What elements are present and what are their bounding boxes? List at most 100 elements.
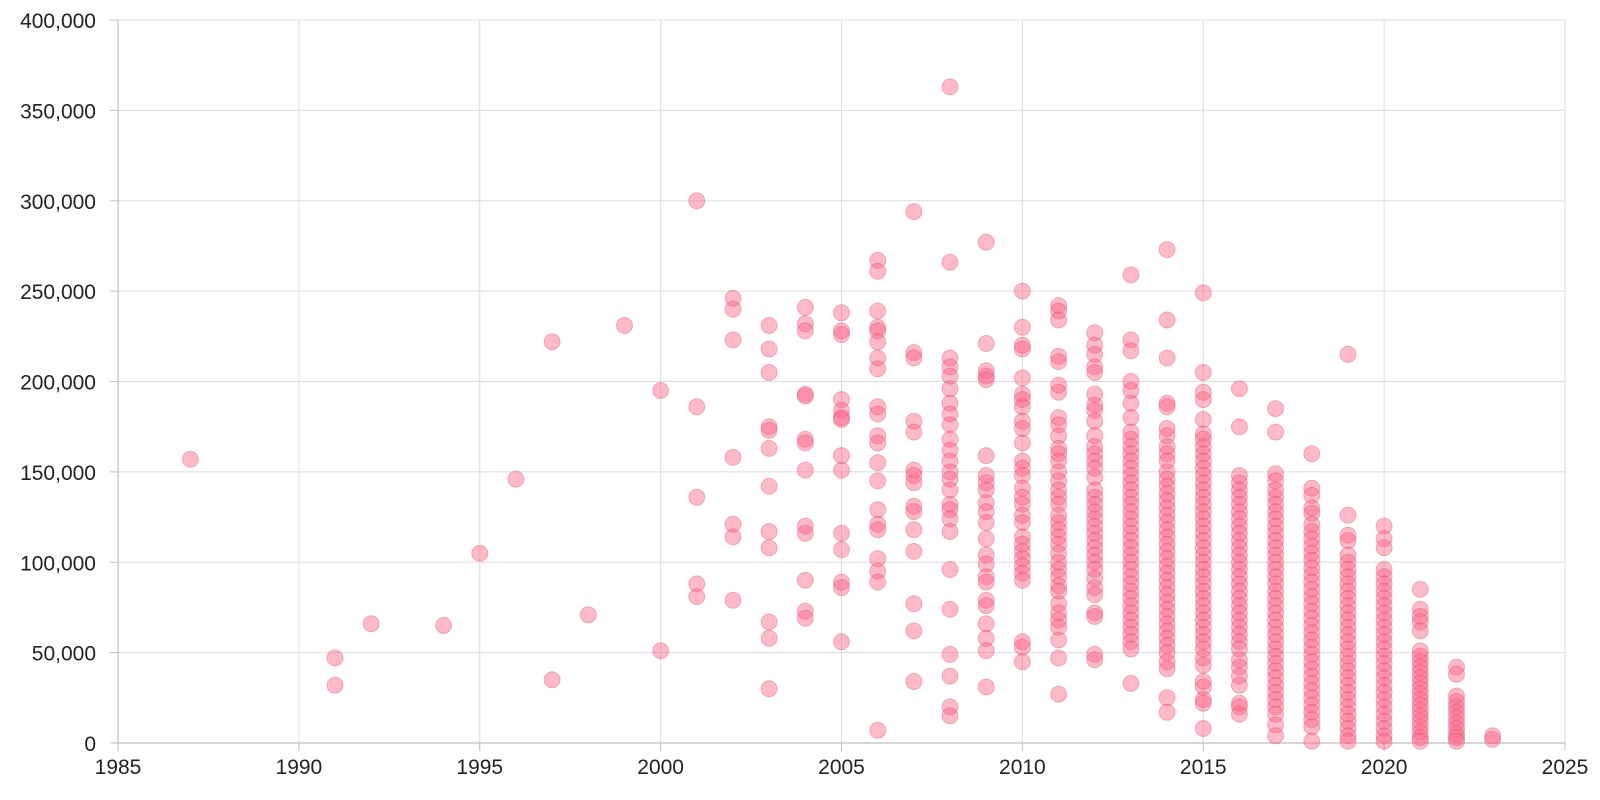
data-point <box>833 579 850 597</box>
data-point <box>1303 638 1321 656</box>
data-point <box>1050 649 1068 667</box>
data-point <box>1448 658 1465 676</box>
data-point <box>1050 611 1068 629</box>
data-point <box>1375 698 1393 716</box>
data-point <box>1122 481 1140 499</box>
data-point <box>905 521 923 539</box>
data-point <box>1194 459 1212 477</box>
data-point <box>1375 691 1393 709</box>
data-point <box>1122 575 1140 593</box>
data-point <box>1122 597 1140 615</box>
data-point <box>507 470 525 488</box>
data-point <box>1122 438 1140 456</box>
data-point <box>905 423 923 441</box>
data-point <box>1267 683 1285 701</box>
data-point <box>941 441 959 459</box>
data-point <box>1194 481 1212 499</box>
data-point <box>905 412 923 430</box>
data-point <box>1122 604 1140 622</box>
data-point <box>1013 564 1031 582</box>
data-point <box>1267 626 1285 643</box>
data-point <box>1411 653 1429 671</box>
data-point <box>905 203 923 221</box>
data-point <box>1013 633 1031 651</box>
data-point <box>1158 528 1176 546</box>
data-point <box>1375 626 1393 643</box>
data-point <box>1339 669 1357 687</box>
data-point <box>941 481 959 499</box>
data-point <box>1303 645 1321 663</box>
data-point <box>1194 649 1212 667</box>
x-tick-label: 1990 <box>276 756 323 779</box>
data-point <box>1086 445 1104 463</box>
data-point <box>543 671 561 689</box>
data-point <box>977 546 995 564</box>
data-point <box>1375 655 1393 672</box>
data-point <box>1448 665 1465 683</box>
data-point <box>1050 506 1068 524</box>
data-point <box>1194 284 1212 302</box>
data-point <box>833 573 850 591</box>
data-point <box>1194 364 1212 381</box>
data-point <box>1267 698 1285 716</box>
data-point <box>1484 727 1502 745</box>
data-point <box>1194 488 1212 506</box>
y-axis-tick-labels: 0 50,000 100,000 150,000 200,000 250,000 300,0… <box>20 10 96 756</box>
data-point <box>724 591 742 609</box>
data-point <box>652 382 670 399</box>
data-point <box>869 515 887 533</box>
data-point <box>1158 394 1176 412</box>
data-point <box>1013 369 1031 387</box>
data-point <box>1086 364 1104 381</box>
data-point <box>1158 608 1176 625</box>
data-point <box>1411 669 1429 687</box>
data-point <box>1303 682 1321 700</box>
data-point <box>181 450 199 468</box>
data-point <box>905 497 923 515</box>
data-point <box>1375 669 1393 687</box>
data-point <box>688 588 706 606</box>
data-point <box>1303 559 1321 577</box>
data-point <box>1303 660 1321 678</box>
data-point <box>1411 613 1429 631</box>
data-point <box>1194 691 1212 709</box>
data-point <box>1230 618 1248 636</box>
data-point <box>1230 705 1248 723</box>
data-point <box>1411 723 1429 741</box>
data-point <box>1194 618 1212 636</box>
data-point <box>869 318 887 336</box>
data-point <box>977 555 995 573</box>
data-point <box>941 394 959 412</box>
data-point <box>688 192 706 210</box>
data-point <box>1230 640 1248 658</box>
data-point <box>1339 676 1357 694</box>
data-point <box>905 595 923 613</box>
data-point <box>1086 495 1104 513</box>
data-point <box>1050 481 1068 499</box>
data-point <box>1086 532 1104 550</box>
data-point <box>1339 532 1357 550</box>
data-point <box>1230 589 1248 607</box>
data-point <box>1086 586 1104 604</box>
data-point <box>1230 553 1248 571</box>
data-point <box>1086 396 1104 414</box>
data-point <box>1194 467 1212 484</box>
data-point <box>724 515 742 533</box>
data-point <box>760 477 778 495</box>
data-point <box>941 495 959 513</box>
data-point <box>1194 474 1212 492</box>
data-point <box>1050 535 1068 553</box>
data-point <box>977 481 995 499</box>
data-point <box>1411 658 1429 676</box>
data-point <box>1050 472 1068 490</box>
data-point <box>1375 647 1393 665</box>
data-point <box>1267 640 1285 658</box>
data-point <box>1448 692 1465 710</box>
data-point <box>326 649 344 667</box>
data-point <box>1230 510 1248 528</box>
data-point <box>869 434 887 452</box>
data-point <box>1339 611 1357 629</box>
data-point <box>1158 311 1176 329</box>
data-point <box>1086 401 1104 419</box>
data-point <box>1375 575 1393 593</box>
